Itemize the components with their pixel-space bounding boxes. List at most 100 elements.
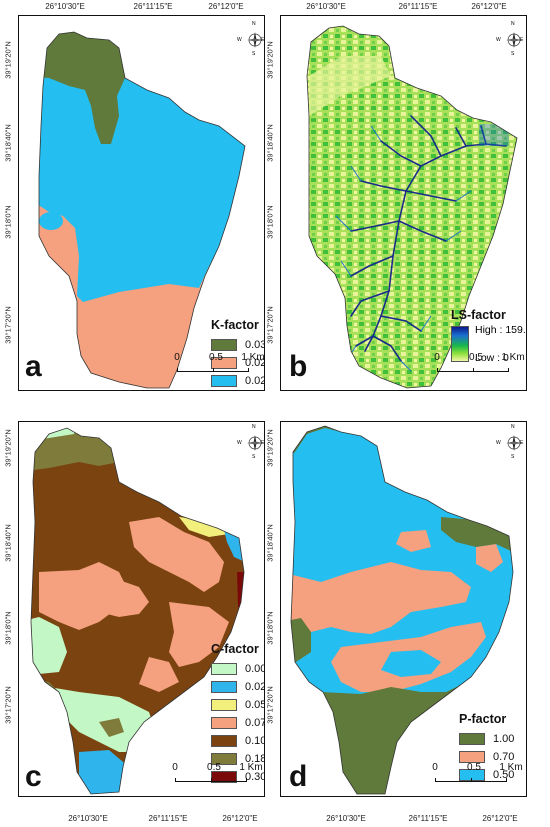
lon-label-bottom: 26°11'15"E — [148, 814, 188, 823]
legend-title: P-factor — [459, 712, 507, 726]
north-arrow-icon — [247, 32, 263, 48]
scale-label: 0.5 — [467, 762, 481, 773]
scale-label: 0.5 — [469, 352, 483, 363]
legend-label: 0.50 — [493, 769, 515, 781]
legend-swatch — [211, 771, 237, 783]
legend-label: 0.070 — [245, 717, 264, 729]
panel-c-factor: N W E S C-factor 0.001 0.020 0.050 0.070… — [18, 421, 265, 797]
compass-w: W — [496, 37, 501, 43]
legend-item: 0.001 — [211, 660, 264, 678]
scale-label: 0.5 — [207, 762, 221, 773]
p-factor-legend: P-factor 1.00 0.70 0.50 — [459, 712, 514, 784]
legend-swatch — [211, 375, 237, 387]
compass-w: W — [237, 440, 242, 446]
legend-item: 0.020 — [211, 372, 264, 390]
ls-gradient: High : 159.5 Low : 0 — [451, 324, 526, 364]
lon-label-top: 26°11'15"E — [398, 2, 438, 11]
compass-e: E — [520, 440, 524, 446]
lat-label: 39°18'40"N — [3, 124, 13, 162]
legend-item: 0.180 — [211, 750, 264, 768]
ls-factor-legend: LS-factor High : 159.5 Low : 0 — [451, 308, 526, 364]
gradient-low-label: Low : 0 — [475, 352, 509, 364]
lat-label: 39°19'20"N — [3, 41, 13, 79]
legend-item: 0.022 — [211, 354, 264, 372]
legend-label: 0.70 — [493, 751, 515, 763]
legend-swatch — [211, 753, 237, 765]
compass-s: S — [511, 51, 515, 57]
compass-n: N — [252, 21, 256, 27]
lon-label-bottom: 26°12'0"E — [482, 814, 518, 823]
scale-label: 1 Km — [241, 352, 265, 363]
lat-label: 39°18'0"N — [3, 205, 13, 239]
compass-e: E — [261, 440, 265, 446]
legend-swatch — [211, 681, 237, 693]
legend-swatch — [211, 735, 237, 747]
legend-swatch — [211, 717, 237, 729]
gradient-ramp — [451, 326, 469, 362]
legend-title: LS-factor — [451, 308, 506, 322]
scale-label: 0.5 — [209, 352, 223, 363]
legend-swatch — [211, 699, 237, 711]
legend-item: 1.00 — [459, 730, 514, 748]
gradient-high-label: High : 159.5 — [475, 324, 527, 336]
panel-p-factor: N W E S P-factor 1.00 0.70 0.50 d 0 0.5 … — [280, 421, 527, 797]
lat-label: 39°17'20"N — [265, 306, 275, 344]
lon-label-top: 26°12'0"E — [471, 2, 507, 11]
north-arrow-icon — [506, 32, 522, 48]
scale-bar: 0 0.5 1 Km — [429, 762, 523, 786]
legend-label: 0.030 — [245, 339, 264, 351]
scale-tick — [471, 778, 472, 782]
lat-label: 39°18'40"N — [265, 124, 275, 162]
compass-s: S — [252, 51, 256, 57]
compass-n: N — [252, 424, 256, 430]
compass-s: S — [511, 454, 515, 460]
legend-swatch — [459, 769, 485, 781]
lat-label: 39°18'40"N — [3, 524, 13, 562]
legend-swatch — [211, 339, 237, 351]
compass-n: N — [511, 21, 515, 27]
lat-label: 39°19'20"N — [265, 41, 275, 79]
lon-label-top: 26°10'30"E — [45, 2, 85, 11]
legend-label: 0.100 — [245, 735, 264, 747]
lon-label-bottom: 26°10'30"E — [326, 814, 366, 823]
legend-label: 0.180 — [245, 753, 264, 765]
legend-label: 0.001 — [245, 663, 264, 675]
lat-label: 39°18'0"N — [265, 611, 275, 645]
panel-letter: b — [289, 350, 308, 383]
legend-item: 0.050 — [211, 696, 264, 714]
scale-bar: 0 0.5 1 Km — [171, 352, 265, 376]
north-arrow-icon — [247, 435, 263, 451]
legend-item: 0.030 — [211, 336, 264, 354]
panel-letter: c — [25, 760, 42, 793]
legend-swatch — [459, 751, 485, 763]
legend-swatch — [211, 663, 237, 675]
legend-swatch — [211, 357, 237, 369]
scale-label: 0 — [434, 352, 440, 363]
legend-label: 0.300 — [245, 771, 264, 783]
c-factor-legend: C-factor 0.001 0.020 0.050 0.070 0.100 0… — [211, 642, 264, 786]
legend-label: 0.020 — [245, 681, 264, 693]
lat-label: 39°18'40"N — [265, 524, 275, 562]
legend-title: C-factor — [211, 642, 259, 656]
compass-s: S — [252, 454, 256, 460]
scale-label: 0 — [174, 352, 180, 363]
lon-label-bottom: 26°10'30"E — [68, 814, 108, 823]
lat-label: 39°18'0"N — [3, 611, 13, 645]
scale-tick — [213, 368, 214, 372]
k-factor-map — [38, 31, 246, 389]
compass-w: W — [237, 37, 242, 43]
legend-item: 0.100 — [211, 732, 264, 750]
legend-label: 1.00 — [493, 733, 515, 745]
legend-item: 0.50 — [459, 766, 514, 784]
legend-label: 0.022 — [245, 357, 264, 369]
scale-bar: 0 0.5 1 Km — [431, 352, 525, 376]
scale-label: 1 Km — [499, 762, 523, 773]
lat-label: 39°19'20"N — [265, 429, 275, 467]
compass-e: E — [261, 37, 265, 43]
lat-label: 39°17'20"N — [3, 306, 13, 344]
lon-label-bottom: 26°12'0"E — [222, 814, 258, 823]
lon-label-bottom: 26°11'15"E — [408, 814, 448, 823]
lat-label: 39°17'20"N — [3, 686, 13, 724]
legend-item: 0.020 — [211, 678, 264, 696]
scale-bar: 0 0.5 1 Km — [169, 762, 263, 786]
